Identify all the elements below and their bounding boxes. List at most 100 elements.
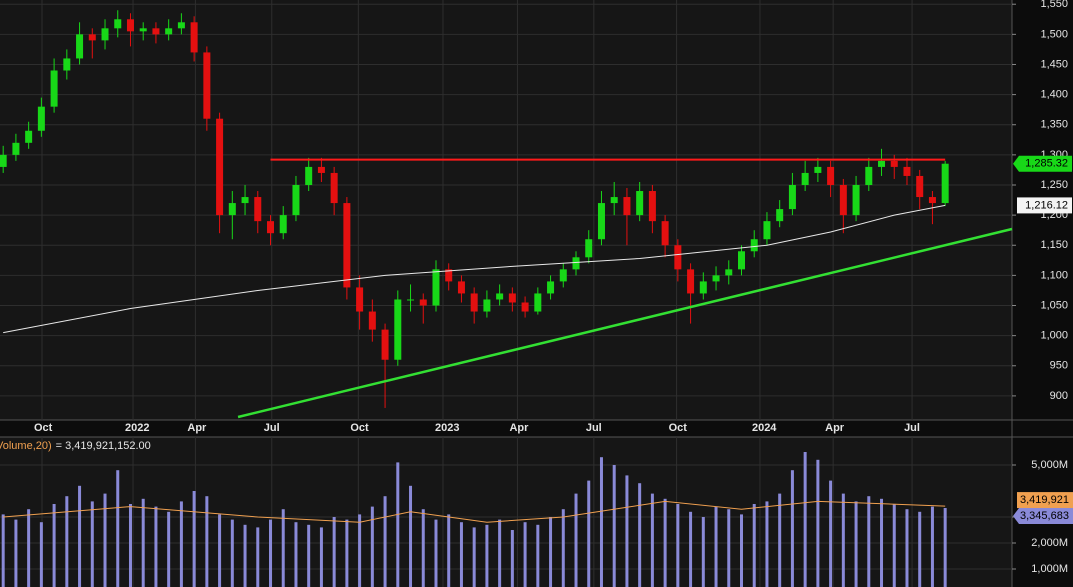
candle-body [941,163,949,204]
volume-bar [1,514,5,587]
volume-bar [943,508,947,587]
y-tick-label: 1,050 [1040,299,1068,311]
volume-bar [434,519,438,587]
candle-body [674,245,682,270]
indicator-name: Volume,20) [0,440,52,452]
volume-bar [154,506,158,587]
candle-body [496,293,504,300]
candle-body [610,197,618,204]
volume-bar [14,519,18,587]
candle-body [305,166,313,185]
x-tick-label: Oct [669,422,688,434]
volume-bar [854,501,858,587]
volume-bar [78,485,82,587]
candle-body [737,251,745,270]
volume-bar [790,470,794,587]
candle-body [457,281,465,294]
candle-body [12,142,20,155]
volume-bar [549,517,553,587]
candle-body [101,28,109,41]
last-price-label: 1,285.32 [1025,158,1068,170]
candle-body [419,299,427,306]
volume-bar [370,506,374,587]
x-tick-label: 2022 [125,422,149,434]
volume-bar [447,514,451,587]
volume-ma [3,500,946,523]
volume-bar [256,527,260,587]
volume-bar [727,509,731,587]
vol-ma-label-bg [1017,492,1073,509]
volume-bar [281,509,285,587]
indicator-value: = 3,419,921,152.00 [56,440,151,452]
candle-body [241,197,249,204]
volume-panel [0,437,1012,587]
volume-bar [561,509,565,587]
volume-bar [421,509,425,587]
volume-bar [841,493,845,587]
candle-body [852,184,860,216]
ma-label-bg [1017,197,1072,214]
volume-bar [65,496,69,587]
candle-body [445,269,453,282]
candle-body [776,209,784,222]
candle-body [76,34,84,59]
y-tick-label: 1,450 [1040,58,1068,70]
y-tick-label: 1,150 [1040,239,1068,251]
y-tick-label: 1,550 [1040,0,1068,10]
volume-bar [116,470,120,587]
candle-body [623,197,631,216]
price-panel [0,0,1012,420]
candle-body [368,311,376,330]
y-tick-label: 2,000M [1031,537,1068,549]
volume-bar [269,519,273,587]
volume-bar [918,511,922,587]
y-tick-label: 1,000M [1031,563,1068,575]
candle-body [267,221,275,234]
candle-body [903,166,911,176]
x-tick-label: Oct [350,422,369,434]
candle-body [547,281,555,294]
y-tick-label: 1,000 [1040,330,1068,342]
candle-body [356,287,364,312]
candle-body [801,172,809,185]
volume-bar [307,524,311,587]
x-tick-label: Apr [187,422,207,434]
candle-body [254,197,262,222]
candle-body [878,160,886,167]
volume-bar [128,504,132,587]
y-tick-label: 1,250 [1040,179,1068,191]
volume-bar [816,459,820,587]
y-tick-label: 5,000M [1031,459,1068,471]
candle-body [203,52,211,119]
x-tick-label: 2023 [435,422,459,434]
volume-bar [485,524,489,587]
volume-bar [218,514,222,587]
candle-body [394,299,402,360]
candle-body [636,191,644,216]
volume-bar [472,527,476,587]
candle-body [687,269,695,294]
vol-ma-label: 3,419,921 [1020,494,1069,506]
y-tick-label: 1,350 [1040,119,1068,131]
volume-bar [752,504,756,587]
candle-body [521,302,529,312]
trendline [237,227,1013,419]
candle-body [228,203,236,216]
x-tick-label: Jul [264,422,280,434]
volume-bar [880,498,884,587]
volume-bar [765,501,769,587]
volume-bar [905,509,909,587]
moving-average [3,204,946,334]
candle-body [292,184,300,216]
volume-bar [587,480,591,587]
volume-bar [294,522,298,587]
volume-bar [778,493,782,587]
candle-body [126,19,134,32]
volume-bar [638,483,642,587]
volume-bar [498,519,502,587]
candle-body [827,166,835,185]
volume-bar [396,462,400,587]
volume-bar [663,498,667,587]
candle-body [865,166,873,185]
